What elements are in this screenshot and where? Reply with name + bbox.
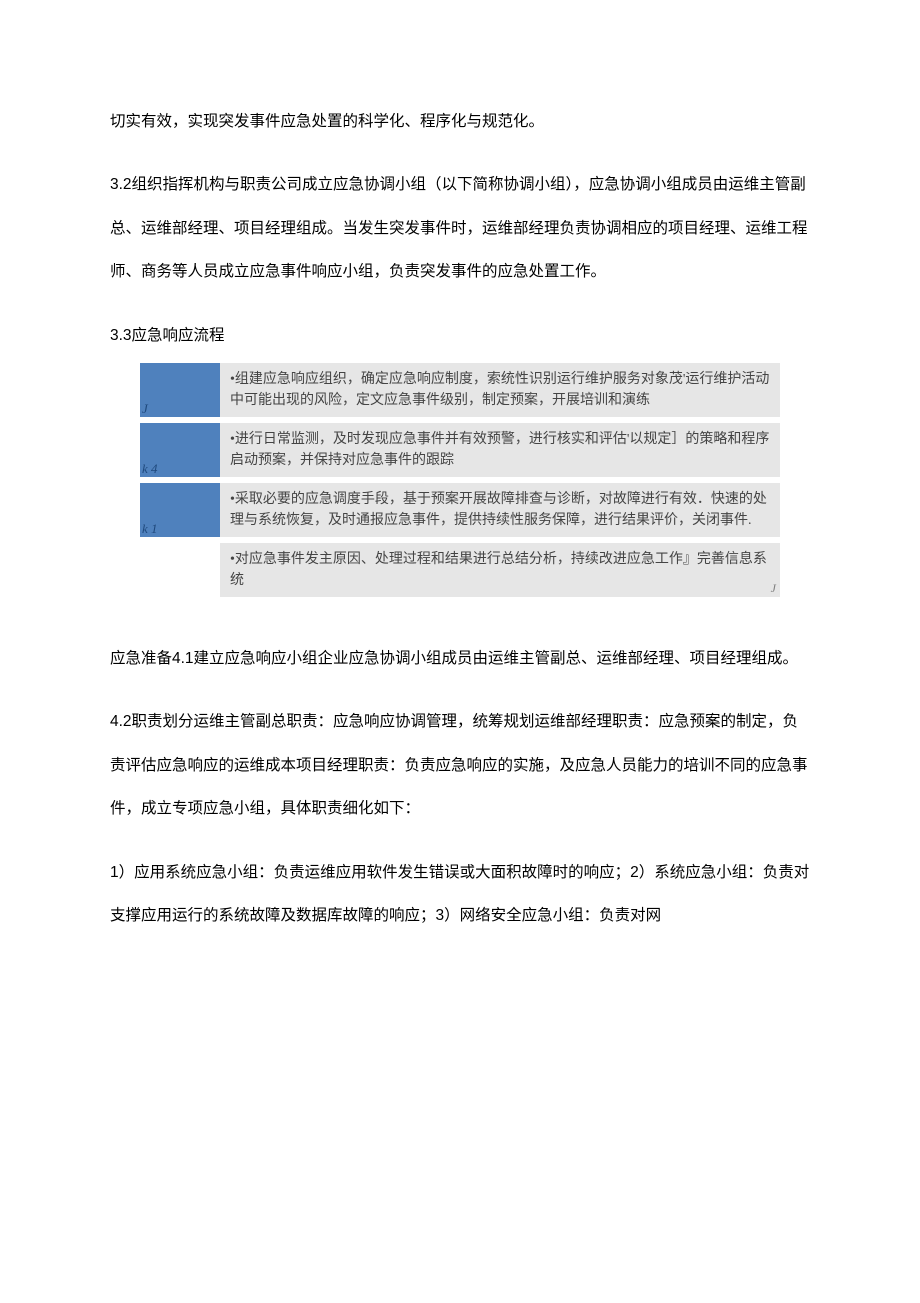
paragraph-4-1: 应急准备4.1建立应急响应小组企业应急协调小组成员由运维主管副总、运维部经理、项… (110, 637, 810, 680)
diagram-row-text: •采取必要的应急调度手段，基于预案开展故障排查与诊断，对故障进行有效．快速的处理… (230, 492, 767, 528)
diagram-left-cell: k 4 (140, 423, 220, 477)
diagram-right-cell: •组建应急响应组织，确定应急响应制度，索统性识别运行维护服务对象茂'运行维护活动… (220, 363, 780, 417)
diagram-left-tag: k 4 (142, 461, 158, 477)
diagram-right-cell: •采取必要的应急调度手段，基于预案开展故障排查与诊断，对故障进行有效．快速的处理… (220, 483, 780, 537)
heading-3-3: 3.3应急响应流程 (110, 314, 810, 357)
diagram-left-cell: k 1 (140, 483, 220, 537)
diagram-row: k 4 •进行日常监测，及时发现应急事件并有效预警，进行核实和评估'以规定］的策… (140, 423, 780, 477)
diagram-row-text: •进行日常监测，及时发现应急事件并有效预警，进行核实和评估'以规定］的策略和程序… (230, 432, 769, 468)
paragraph-intro: 切实有效，实现突发事件应急处置的科学化、程序化与规范化。 (110, 100, 810, 143)
diagram-right-tag: J (771, 579, 776, 597)
diagram-right-cell: •进行日常监测，及时发现应急事件并有效预警，进行核实和评估'以规定］的策略和程序… (220, 423, 780, 477)
diagram-left-cell (140, 543, 220, 597)
diagram-row: •对应急事件发主原因、处理过程和结果进行总结分析，持续改进应急工作』完善信息系统… (140, 543, 780, 597)
diagram-row: J •组建应急响应组织，确定应急响应制度，索统性识别运行维护服务对象茂'运行维护… (140, 363, 780, 417)
paragraph-4-2-list: 1）应用系统应急小组：负责运维应用软件发生错误或大面积故障时的响应；2）系统应急… (110, 851, 810, 938)
diagram-left-cell: J (140, 363, 220, 417)
response-flow-diagram: J •组建应急响应组织，确定应急响应制度，索统性识别运行维护服务对象茂'运行维护… (140, 363, 780, 597)
diagram-row-text: •组建应急响应组织，确定应急响应制度，索统性识别运行维护服务对象茂'运行维护活动… (230, 372, 769, 408)
diagram-left-tag: J (142, 401, 148, 417)
diagram-row: k 1 •采取必要的应急调度手段，基于预案开展故障排查与诊断，对故障进行有效．快… (140, 483, 780, 537)
paragraph-4-2: 4.2职责划分运维主管副总职责：应急响应协调管理，统筹规划运维部经理职责：应急预… (110, 700, 810, 830)
paragraph-3-2: 3.2组织指挥机构与职责公司成立应急协调小组（以下简称协调小组），应急协调小组成… (110, 163, 810, 293)
diagram-left-tag: k 1 (142, 521, 158, 537)
diagram-right-cell: •对应急事件发主原因、处理过程和结果进行总结分析，持续改进应急工作』完善信息系统… (220, 543, 780, 597)
diagram-row-text: •对应急事件发主原因、处理过程和结果进行总结分析，持续改进应急工作』完善信息系统 (230, 552, 767, 588)
